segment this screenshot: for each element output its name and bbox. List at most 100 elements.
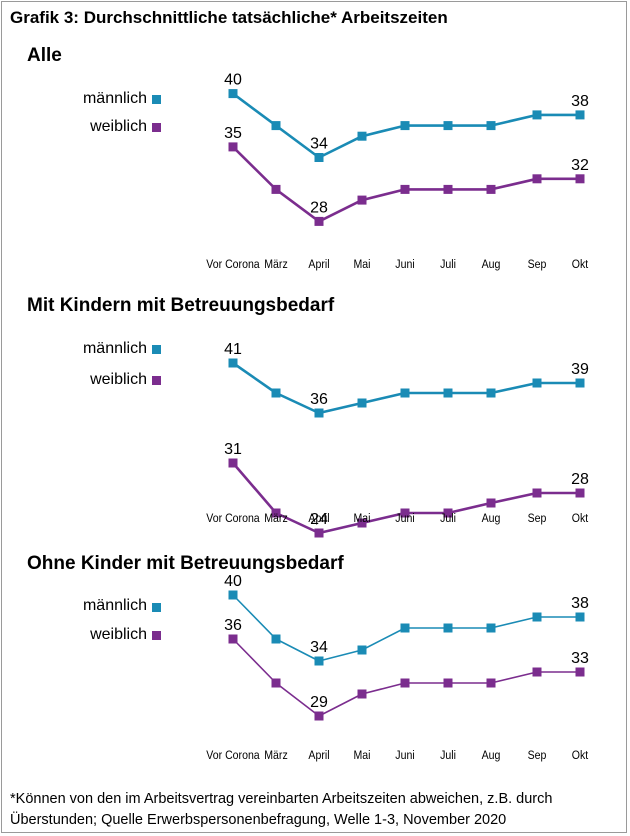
data-point-male bbox=[575, 110, 585, 120]
data-point-male bbox=[486, 388, 496, 398]
x-tick-label: Aug bbox=[482, 258, 501, 271]
line-chart-mit-kindern: 41 36 39 31 24 28 Vor Corona März April Mai Juni Ju… bbox=[206, 341, 589, 538]
data-point-female bbox=[357, 518, 367, 528]
data-point-female bbox=[400, 184, 410, 194]
data-point-male bbox=[486, 121, 496, 131]
data-point-female bbox=[314, 711, 324, 721]
data-label: 35 bbox=[224, 125, 242, 142]
x-tick-label: März bbox=[264, 512, 288, 525]
data-point-female bbox=[271, 678, 281, 688]
figure-title: Grafik 3: Durchschnittliche tatsächliche… bbox=[10, 8, 448, 27]
data-label: 41 bbox=[224, 341, 242, 358]
data-point-female bbox=[532, 488, 542, 498]
series-line-female bbox=[232, 145, 580, 223]
data-label: 36 bbox=[310, 391, 328, 408]
x-tick-label: Sep bbox=[528, 512, 547, 525]
data-point-male bbox=[443, 623, 453, 633]
data-point-female bbox=[486, 184, 496, 194]
data-point-female bbox=[357, 689, 367, 699]
legend-marker-male bbox=[152, 345, 161, 354]
data-point-male bbox=[271, 121, 281, 131]
x-tick-label: Vor Corona bbox=[206, 749, 260, 762]
data-point-male bbox=[443, 121, 453, 131]
x-tick-label: Vor Corona bbox=[206, 258, 260, 271]
data-point-female bbox=[443, 678, 453, 688]
legend-marker-female bbox=[152, 376, 161, 385]
data-point-male bbox=[575, 612, 585, 622]
data-point-male bbox=[575, 378, 585, 388]
data-point-female bbox=[532, 667, 542, 677]
x-tick-label: Okt bbox=[572, 512, 589, 525]
data-point-female bbox=[314, 528, 324, 538]
data-point-male bbox=[400, 388, 410, 398]
data-point-female bbox=[228, 634, 238, 644]
data-point-male bbox=[271, 634, 281, 644]
data-point-male bbox=[400, 623, 410, 633]
x-tick-label: Juni bbox=[395, 749, 414, 762]
data-point-male bbox=[314, 656, 324, 666]
data-point-female bbox=[443, 184, 453, 194]
legend-label-male: männlich bbox=[82, 90, 147, 107]
data-point-male bbox=[357, 645, 367, 655]
panel-title-alle: Alle bbox=[27, 45, 62, 66]
data-point-female bbox=[443, 508, 453, 518]
data-point-male bbox=[271, 388, 281, 398]
data-point-male bbox=[228, 89, 238, 99]
legend-label-female: weiblich bbox=[90, 371, 147, 388]
x-tick-label: Juli bbox=[440, 749, 456, 762]
data-label: 28 bbox=[310, 199, 328, 216]
data-label: 29 bbox=[310, 694, 328, 711]
legend-label-female: weiblich bbox=[90, 626, 147, 643]
data-point-male bbox=[532, 612, 542, 622]
panel-title-ohne-kinder: Ohne Kinder mit Betreuungsbedarf bbox=[27, 553, 344, 574]
data-point-male bbox=[532, 378, 542, 388]
x-tick-label: Juli bbox=[440, 512, 456, 525]
x-tick-label: Sep bbox=[528, 258, 547, 271]
x-tick-label: April bbox=[308, 258, 329, 271]
data-point-male bbox=[228, 358, 238, 368]
data-point-female bbox=[314, 216, 324, 226]
x-tick-label: Mai bbox=[353, 512, 370, 525]
x-tick-label: April bbox=[308, 749, 329, 762]
legend-label-female: weiblich bbox=[90, 118, 147, 135]
x-tick-label: Mai bbox=[353, 749, 370, 762]
data-label: 28 bbox=[571, 471, 589, 488]
data-point-male bbox=[357, 131, 367, 141]
data-label: 38 bbox=[571, 93, 589, 110]
x-tick-label: April bbox=[308, 512, 329, 525]
legend-marker-female bbox=[152, 631, 161, 640]
x-tick-label: Okt bbox=[572, 258, 589, 271]
data-point-female bbox=[228, 142, 238, 152]
data-point-female bbox=[575, 174, 585, 184]
data-label: 34 bbox=[310, 639, 328, 656]
data-label: 36 bbox=[224, 617, 242, 634]
series-line-male bbox=[232, 361, 580, 415]
data-point-male bbox=[314, 408, 324, 418]
x-tick-label: Sep bbox=[528, 749, 547, 762]
panel-title-mit-kindern: Mit Kindern mit Betreuungsbedarf bbox=[27, 295, 335, 316]
data-point-female bbox=[486, 498, 496, 508]
data-point-female bbox=[400, 508, 410, 518]
data-label: 39 bbox=[571, 361, 589, 378]
data-point-female bbox=[575, 667, 585, 677]
data-point-male bbox=[443, 388, 453, 398]
data-point-female bbox=[271, 184, 281, 194]
series-line-female bbox=[232, 638, 580, 717]
data-label: 34 bbox=[310, 136, 328, 153]
data-point-female bbox=[532, 174, 542, 184]
line-chart-alle: 40 34 38 35 28 32 Vor Corona März April Mai Juni Ju… bbox=[206, 72, 589, 272]
footnote: *Können von den im Arbeitsvertrag verein… bbox=[10, 791, 553, 828]
legend-marker-male bbox=[152, 603, 161, 612]
legend-label-male: männlich bbox=[82, 597, 147, 614]
x-tick-label: März bbox=[264, 749, 288, 762]
x-tick-label: Aug bbox=[482, 512, 501, 525]
x-tick-label: Okt bbox=[572, 749, 589, 762]
data-label: 40 bbox=[224, 72, 242, 89]
x-tick-label: Juni bbox=[395, 512, 414, 525]
data-label: 24 bbox=[310, 511, 328, 528]
line-chart-ohne-kinder: 40 34 38 36 29 33 Vor Corona März April Mai Juni Ju… bbox=[206, 573, 589, 762]
legend-marker-female bbox=[152, 123, 161, 132]
data-point-male bbox=[228, 590, 238, 600]
data-point-female bbox=[228, 458, 238, 468]
